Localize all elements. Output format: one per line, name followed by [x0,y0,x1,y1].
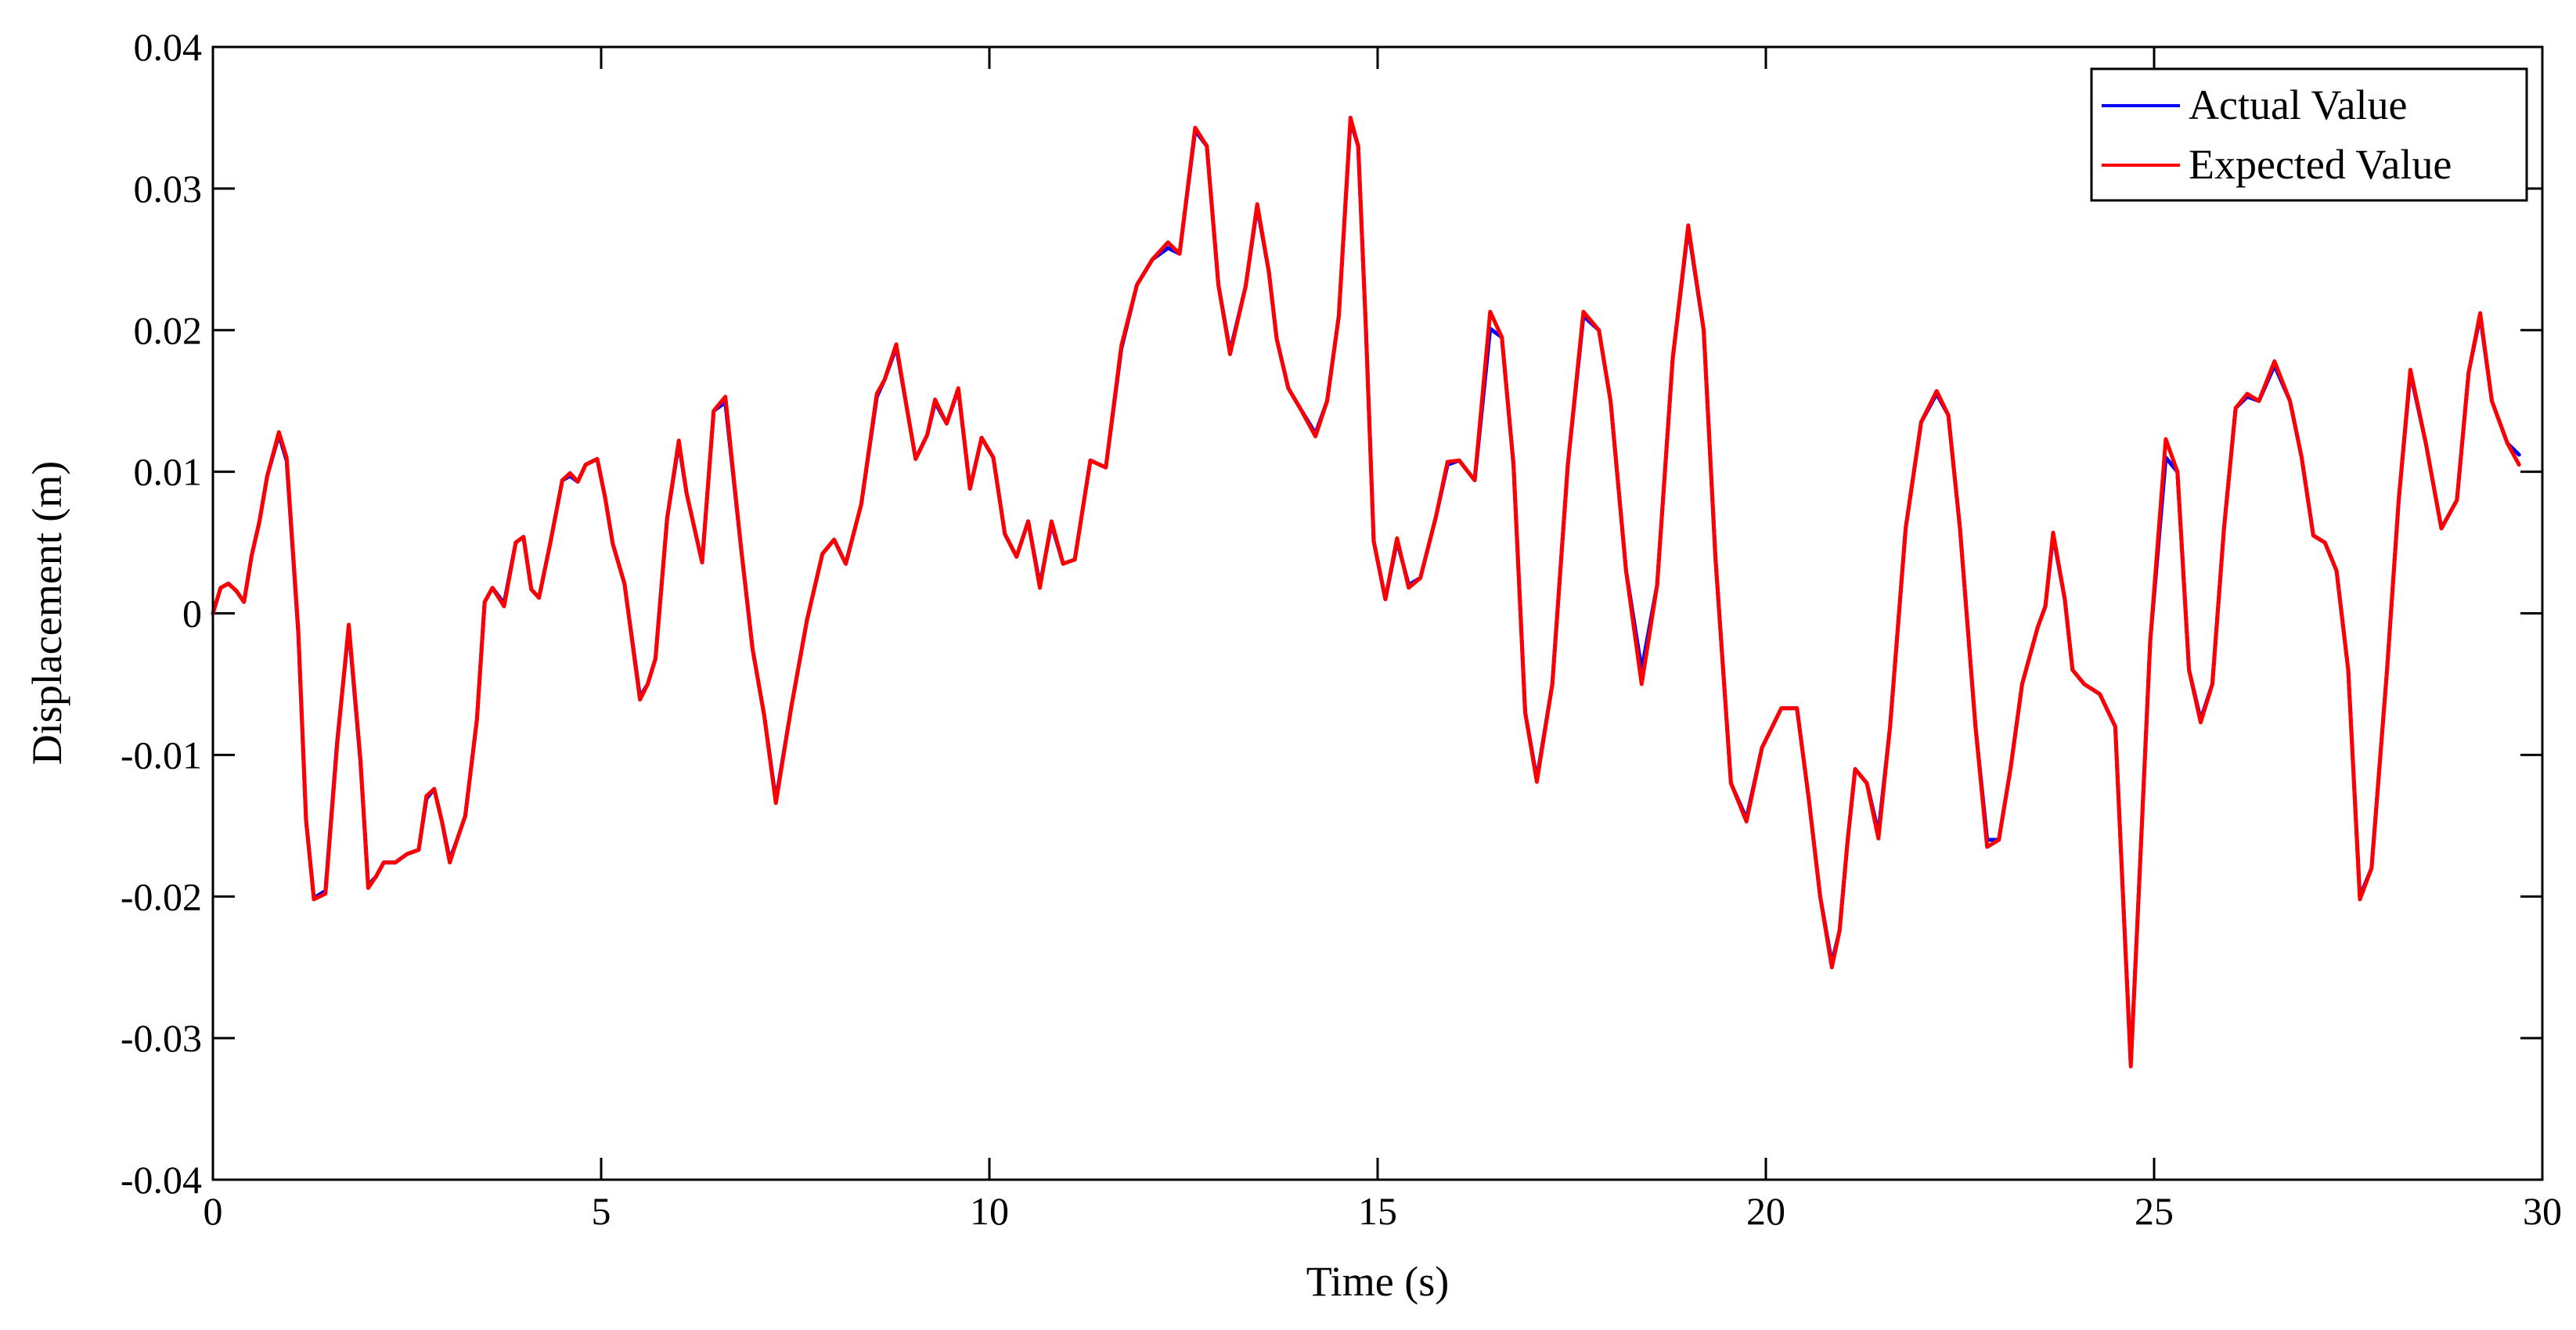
y-axis-ticks: 0.04 0.03 0.02 0.01 0 -0.01 -0.02 -0.03 -0.04 [121,25,2542,1202]
series-line-actual-value [211,118,2521,1066]
legend-box [2090,67,2528,202]
x-tick-label: 5 [592,1189,611,1233]
y-tick-label: 0.01 [134,450,203,494]
x-tick-label: 0 [204,1189,223,1233]
y-tick-label: 0.03 [134,167,203,211]
y-tick-label: 0.02 [134,308,203,352]
x-tick-label: 10 [970,1189,1009,1233]
y-tick-label: -0.03 [121,1016,202,1060]
x-axis-label: Time (s) [1306,1258,1450,1305]
x-tick-label: 20 [1746,1189,1785,1233]
x-tick-label: 30 [2523,1189,2562,1233]
x-tick-label: 15 [1358,1189,1397,1233]
plot-area-frame [211,45,2544,1181]
y-tick-label: -0.02 [121,874,202,918]
x-tick-label: 25 [2135,1189,2174,1233]
legend: Actual Value Expected Value [2090,67,2528,202]
legend-label-actual-value: Actual Value [2189,81,2407,128]
y-tick-label: -0.04 [121,1158,202,1202]
y-tick-label: 0 [182,592,202,636]
legend-label-expected-value: Expected Value [2189,141,2452,188]
y-tick-label: 0.04 [134,25,203,69]
x-axis-ticks: 0 5 10 15 20 25 30 [204,47,2562,1233]
series-line-expected-value [211,115,2521,1069]
series-layer [211,115,2521,1069]
y-tick-label: -0.01 [121,733,202,777]
y-axis-label: Displacement (m) [23,461,70,765]
